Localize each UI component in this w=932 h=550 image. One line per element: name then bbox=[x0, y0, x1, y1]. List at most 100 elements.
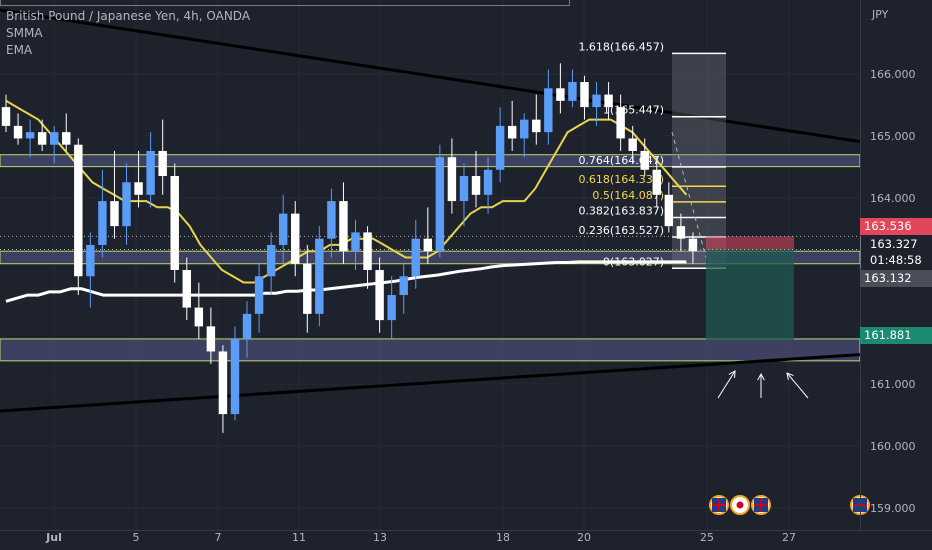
stop-price-tag: 163.536 bbox=[860, 218, 932, 235]
price-tick-label: 166.000 bbox=[870, 68, 916, 81]
time-axis: Jul 5 7 11 13 18 20 25 27 bbox=[45, 531, 796, 544]
last-price-value: 163.327 bbox=[870, 237, 918, 251]
trendline bbox=[0, 353, 861, 413]
time-tick-label: 7 bbox=[215, 531, 222, 544]
candle-body bbox=[266, 244, 276, 277]
candle-body bbox=[507, 125, 517, 139]
short-position-tool bbox=[0, 235, 860, 341]
price-tick-label: 160.000 bbox=[870, 440, 916, 453]
candle-body bbox=[411, 238, 420, 277]
candle-body bbox=[62, 132, 71, 145]
candle-body bbox=[206, 326, 216, 352]
candle-body bbox=[194, 307, 204, 327]
support-resistance-zone bbox=[0, 338, 861, 362]
candle-body bbox=[664, 194, 674, 227]
time-tick-label: 18 bbox=[496, 531, 510, 544]
candle-body bbox=[616, 107, 625, 139]
candle-body bbox=[315, 238, 324, 314]
candle-body bbox=[170, 176, 179, 270]
candle-body bbox=[532, 119, 541, 133]
candle-body bbox=[676, 226, 686, 239]
candle-body bbox=[242, 313, 252, 339]
price-tick-label: 164.000 bbox=[870, 192, 916, 205]
candle-body bbox=[604, 94, 613, 108]
time-tick-label: 13 bbox=[373, 531, 387, 544]
currency-label: JPY bbox=[872, 8, 889, 21]
candle-body bbox=[544, 88, 553, 133]
price-tick-label: 165.000 bbox=[870, 130, 916, 143]
arrow-head bbox=[728, 370, 736, 379]
event-flag-gb-icon bbox=[709, 495, 729, 515]
candle-body bbox=[110, 201, 119, 227]
time-tick-label: 27 bbox=[782, 531, 796, 544]
candle-body bbox=[49, 132, 59, 145]
candle-body bbox=[483, 169, 493, 195]
candle-body bbox=[74, 144, 83, 277]
candle-body bbox=[218, 351, 228, 415]
candle-body bbox=[640, 150, 649, 170]
price-axis: 166.000 165.000 164.000 161.000 160.000 159.0… bbox=[870, 68, 916, 515]
candle-body bbox=[628, 138, 637, 151]
candle-body bbox=[291, 213, 300, 264]
fib-level-label: 0.618(164.337) bbox=[578, 173, 664, 186]
fib-trend-line bbox=[671, 132, 707, 258]
support-resistance-zone bbox=[0, 154, 861, 168]
candle-body bbox=[423, 238, 433, 252]
arrow-up-right bbox=[717, 370, 736, 399]
candle-body bbox=[182, 270, 191, 308]
candle-body bbox=[98, 201, 107, 245]
candle-body bbox=[556, 88, 565, 101]
candle-body bbox=[351, 232, 360, 252]
last-price-tag: 163.327 01:48:58 bbox=[860, 236, 932, 269]
symbol-title: British Pound / Japanese Yen, 4h, OANDA bbox=[6, 9, 251, 23]
candle-body bbox=[592, 94, 601, 108]
time-tick-label: 11 bbox=[292, 531, 306, 544]
candle-body bbox=[13, 125, 23, 139]
time-tick-label: 20 bbox=[577, 531, 591, 544]
candle-body bbox=[278, 213, 288, 245]
trendlines bbox=[0, 8, 861, 413]
stop-loss-zone bbox=[706, 236, 794, 250]
candle-body bbox=[688, 238, 698, 252]
candle-body bbox=[327, 201, 336, 239]
candle-body bbox=[363, 232, 372, 270]
target-price-tag: 161.881 bbox=[860, 327, 932, 344]
top-panel-border bbox=[0, 0, 570, 6]
smma-legend[interactable]: SMMA bbox=[6, 26, 43, 40]
fib-level-label: 0.236(163.527) bbox=[578, 224, 664, 237]
arrow-head bbox=[786, 372, 794, 380]
candle-body bbox=[25, 132, 35, 139]
candle-body bbox=[495, 125, 505, 170]
chart-legend: British Pound / Japanese Yen, 4h, OANDA … bbox=[6, 8, 250, 59]
fib-level-label: 0.5(164.087) bbox=[592, 189, 664, 202]
ema-line bbox=[5, 260, 687, 303]
price-tick-label: 159.000 bbox=[870, 502, 916, 515]
event-flag-jp-icon bbox=[730, 495, 750, 515]
time-tick-label: 25 bbox=[700, 531, 714, 544]
candle-body bbox=[520, 119, 529, 139]
candle-body bbox=[146, 150, 155, 195]
candle-body bbox=[254, 276, 264, 314]
fib-level-label: 1.618(166.457) bbox=[578, 40, 664, 53]
candle-body bbox=[447, 157, 457, 202]
candle-body bbox=[1, 107, 11, 126]
candle-body bbox=[230, 338, 240, 415]
bar-countdown: 01:48:58 bbox=[870, 253, 922, 267]
time-tick-label: Jul bbox=[45, 531, 62, 544]
flag-sun bbox=[736, 501, 744, 509]
candle-body bbox=[303, 263, 312, 314]
ema-legend[interactable]: EMA bbox=[6, 43, 33, 57]
arrow-head bbox=[757, 372, 765, 381]
fib-level-label: 0.382(163.837) bbox=[578, 205, 664, 218]
candle-body bbox=[568, 82, 577, 101]
candle-body bbox=[339, 201, 348, 252]
candle-body bbox=[580, 82, 589, 108]
candle-body bbox=[122, 182, 131, 227]
candle-body bbox=[134, 182, 143, 195]
candle-body bbox=[435, 157, 445, 252]
fibonacci-retracement: 1.618(166.457)1(165.447)0.764(164.647)0.… bbox=[578, 40, 726, 270]
event-flag-gb-icon bbox=[751, 495, 771, 515]
candle-body bbox=[459, 176, 469, 202]
